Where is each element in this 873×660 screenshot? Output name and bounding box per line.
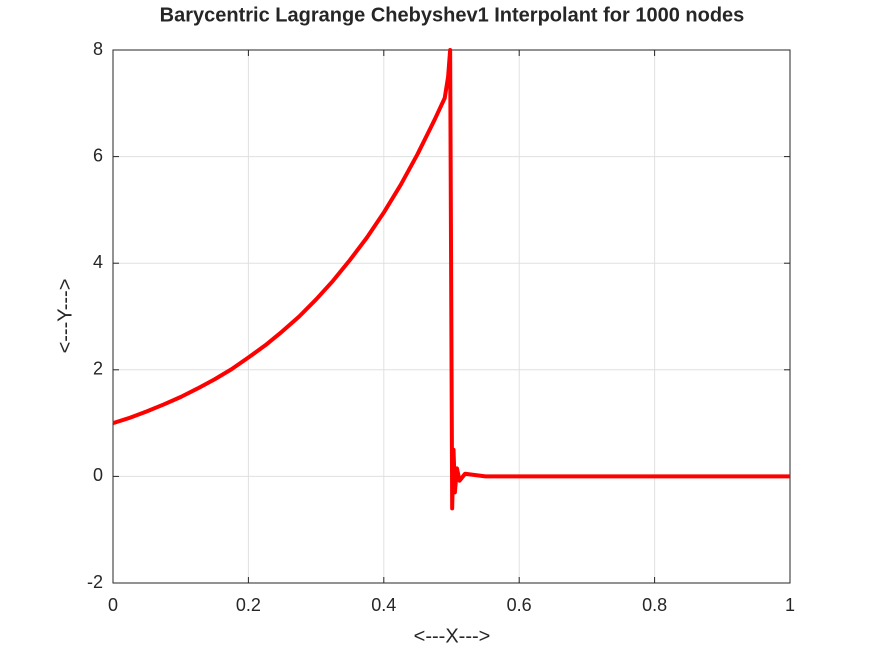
- x-tick-label: 0.4: [371, 595, 396, 615]
- x-tick-label: 1: [785, 595, 795, 615]
- x-axis-label: <---X--->: [414, 625, 491, 647]
- x-tick-label: 0.6: [507, 595, 532, 615]
- y-tick-label: 0: [93, 465, 103, 485]
- chart-title: Barycentric Lagrange Chebyshev1 Interpol…: [160, 4, 745, 26]
- y-tick-label: 4: [93, 252, 103, 272]
- data-line: [112, 48, 790, 511]
- y-axis-label: <---Y--->: [54, 279, 76, 354]
- x-tick-label: 0.8: [642, 595, 667, 615]
- y-tick-label: 6: [93, 145, 103, 165]
- y-tick-label: -2: [87, 572, 103, 592]
- y-tick-label: 2: [93, 359, 103, 379]
- x-tick-label: 0.2: [236, 595, 261, 615]
- x-tick-label: 0: [108, 595, 118, 615]
- y-tick-label: 8: [93, 39, 103, 59]
